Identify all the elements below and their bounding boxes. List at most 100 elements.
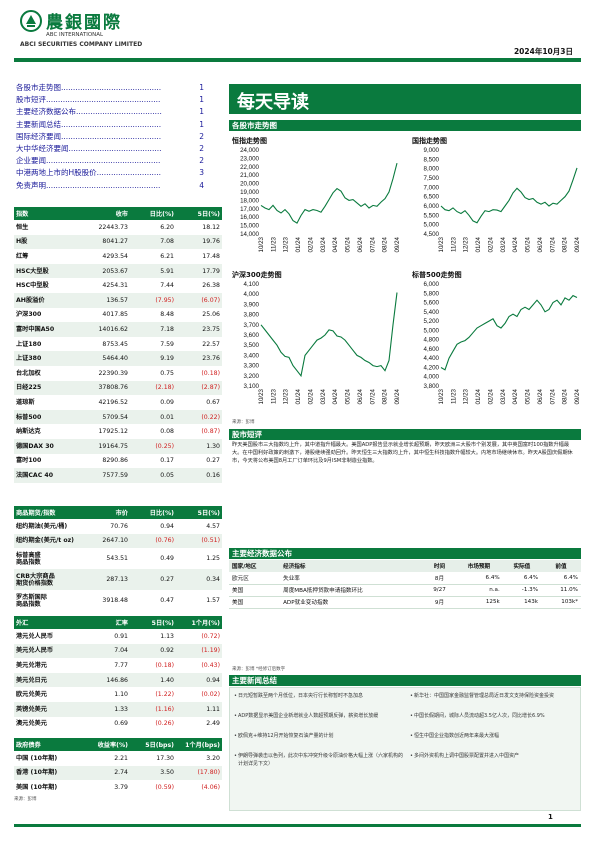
bond-table-header-cell: 5日(bps) xyxy=(130,738,176,751)
econ-value: 6.4% xyxy=(523,574,539,581)
y-tick-label: 20,000 xyxy=(240,181,259,188)
toc-item[interactable]: 股市短评....................................… xyxy=(16,94,204,107)
y-tick-label: 4,800 xyxy=(424,337,440,344)
row-value: 23.76 xyxy=(176,351,222,366)
row-value: 26.38 xyxy=(202,282,220,290)
table-row: 上证180 8753.45 7.59 22.57 xyxy=(14,337,222,352)
row-label: 中国 (10年期) xyxy=(16,754,58,762)
x-tick-label: 01/24 xyxy=(295,236,302,252)
x-tick-label: 08/24 xyxy=(382,236,389,252)
toc-item[interactable]: 大中华经济要闻.................................… xyxy=(16,143,204,156)
y-tick-label: 8,500 xyxy=(424,156,440,163)
y-tick-label: 7,000 xyxy=(424,184,440,191)
row-value: 0.94 xyxy=(160,522,174,530)
table-row: 上证380 5464.40 9.19 23.76 xyxy=(14,351,222,366)
toc-item[interactable]: 企业要闻....................................… xyxy=(16,155,204,168)
market-comment-title: 股市短评 xyxy=(229,429,581,440)
row-value: 22443.73 xyxy=(98,223,128,231)
toc-item[interactable]: 中港两地上市的H股股价........................... 3 xyxy=(16,167,204,180)
row-value: 5464.40 xyxy=(84,351,130,366)
econ-value: 6.4% xyxy=(485,574,500,581)
row-value: 22.57 xyxy=(202,340,220,348)
row-value: 18.12 xyxy=(202,223,220,231)
row-value: (0.72) xyxy=(201,632,220,640)
x-tick-label: 08/24 xyxy=(562,236,569,252)
x-tick-label: 12/23 xyxy=(463,236,470,252)
toc-item[interactable]: 免责声明....................................… xyxy=(16,179,204,192)
row-value: (0.59) xyxy=(155,783,174,791)
row-value: (2.87) xyxy=(176,380,222,396)
x-tick-label: 07/24 xyxy=(369,388,376,404)
row-value: (0.18) xyxy=(201,369,220,377)
fx-table: 外汇 汇率 5日(%) 1个月(%) 港元兑人民币 0.91 1.13 (0.72) 美元兑人民… xyxy=(14,616,222,731)
y-tick-label: 14,000 xyxy=(240,231,259,238)
row-value: 0.67 xyxy=(206,398,220,406)
toc-item[interactable]: 各股市走势图..................................… xyxy=(16,82,204,95)
table-row: 纽约期油(美元/桶) 70.76 0.94 4.57 xyxy=(14,519,222,534)
x-tick-label: 10/23 xyxy=(258,388,265,404)
x-tick-label: 03/24 xyxy=(500,388,507,404)
row-value: 0.27 xyxy=(130,569,176,591)
x-tick-label: 02/24 xyxy=(487,236,494,252)
bond-table-container: 政府债券 收益率(%) 5日(bps) 1个月(bps) 中国 (10年期) 2.21 17… xyxy=(14,738,222,802)
row-value: 4293.54 xyxy=(102,252,128,260)
x-tick-label: 12/23 xyxy=(283,236,290,252)
row-value: 7.08 xyxy=(130,234,176,250)
toc-item[interactable]: 主要新闻总结..................................… xyxy=(16,118,204,131)
logo-chinese-name: 農銀國際 xyxy=(46,13,122,33)
bond-table: 政府债券 收益率(%) 5日(bps) 1个月(bps) 中国 (10年期) 2.21 17… xyxy=(14,738,222,795)
logo-company-name: ABCI SECURITIES COMPANY LIMITED xyxy=(20,41,143,48)
news-item[interactable]: 欧佩克+维持12月开始恢复石油产量的计划 • xyxy=(234,733,334,739)
y-tick-label: 3,200 xyxy=(244,373,260,380)
row-value: 0.94 xyxy=(176,672,222,688)
row-value: 7.04 xyxy=(84,643,130,659)
econ-header-cell: 实际值 xyxy=(502,560,542,572)
footer-divider xyxy=(14,824,581,827)
x-tick-label: 09/24 xyxy=(394,388,401,404)
econ-region: 欧元区 xyxy=(232,575,249,582)
y-tick-label: 17,000 xyxy=(240,206,259,213)
econ-data-table: 国家/地区 经济指标 时间 市场预期 实际值 前值 欧元区 失业率 8月 6.4% 6.4% 6.4%… xyxy=(229,560,581,609)
news-item[interactable]: 恒生中国企业指数创近两年来最大涨幅 • xyxy=(410,733,500,739)
news-item[interactable]: 日元短暂跌至两个月低位，日本央行行长称暂时不急加息 • xyxy=(234,693,364,699)
toc-item[interactable]: 国际经济要闻..................................… xyxy=(16,130,204,144)
econ-value: -1.3% xyxy=(521,587,539,593)
news-item[interactable]: 多间外资机构上调中国股票配置并进入中国资产 • xyxy=(410,753,520,759)
table-row: H股 8041.27 7.08 19.76 xyxy=(14,234,222,250)
row-value: 136.57 xyxy=(84,292,130,308)
news-item[interactable]: 伊朗导弹袭击以色列，此次中东冲突升级令原油价格大幅上涨（六家机构的计划详见下文）… xyxy=(234,753,404,767)
row-value: 42196.52 xyxy=(98,398,128,406)
row-value: 4254.31 xyxy=(102,282,128,290)
news-item[interactable]: ADP数据显示美国企业新增就业人数超预期反弹，薪资增长放缓 • xyxy=(234,713,379,719)
row-value: 25.06 xyxy=(202,311,220,319)
charts-section-title: 各股市走势图 xyxy=(229,120,581,131)
row-label: 香港 (10年期) xyxy=(14,765,84,781)
commodity-table-header-cell: 5日(%) xyxy=(176,506,222,519)
news-item[interactable]: 新华社：中国国家金融监督管理总局近日发文支持保险资金投资 • xyxy=(410,693,555,699)
bullet-icon: • xyxy=(410,753,413,759)
toc-page-number: 1 xyxy=(198,82,204,95)
row-value: 0.16 xyxy=(176,468,222,483)
toc-item[interactable]: 主要经济数据公布................................… xyxy=(16,106,204,119)
y-tick-label: 3,600 xyxy=(244,332,260,339)
row-label: H股 xyxy=(14,234,84,250)
news-item[interactable]: 中国长假期间，城际人员流动超3.5亿人次，同比增长6.9% • xyxy=(410,713,545,719)
row-label: 法国CAC 40 xyxy=(14,468,84,483)
x-tick-label: 12/23 xyxy=(463,388,470,404)
row-value: 17.30 xyxy=(156,754,174,762)
table-row: 罗杰斯国际 商品指数 3918.48 0.47 1.57 xyxy=(14,590,222,611)
row-value: 9.19 xyxy=(130,351,176,366)
row-label: 上证380 xyxy=(14,351,84,366)
row-value: 17.79 xyxy=(176,263,222,279)
row-value: 0.27 xyxy=(206,457,220,465)
row-value: 1.57 xyxy=(206,597,220,605)
index-table-header-cell: 收市 xyxy=(84,207,130,220)
row-value: (0.43) xyxy=(201,661,220,669)
bond-source: 来源：彭博 xyxy=(14,796,37,802)
y-tick-label: 7,500 xyxy=(424,175,440,182)
series-line xyxy=(260,292,398,378)
row-label: 德国DAX 30 xyxy=(14,438,84,454)
x-tick-label: 09/24 xyxy=(394,236,401,252)
index-table-header-row: 指数 收市 日比(%) 5日(%) xyxy=(14,207,222,220)
row-label: 欧元兑美元 xyxy=(16,691,47,699)
